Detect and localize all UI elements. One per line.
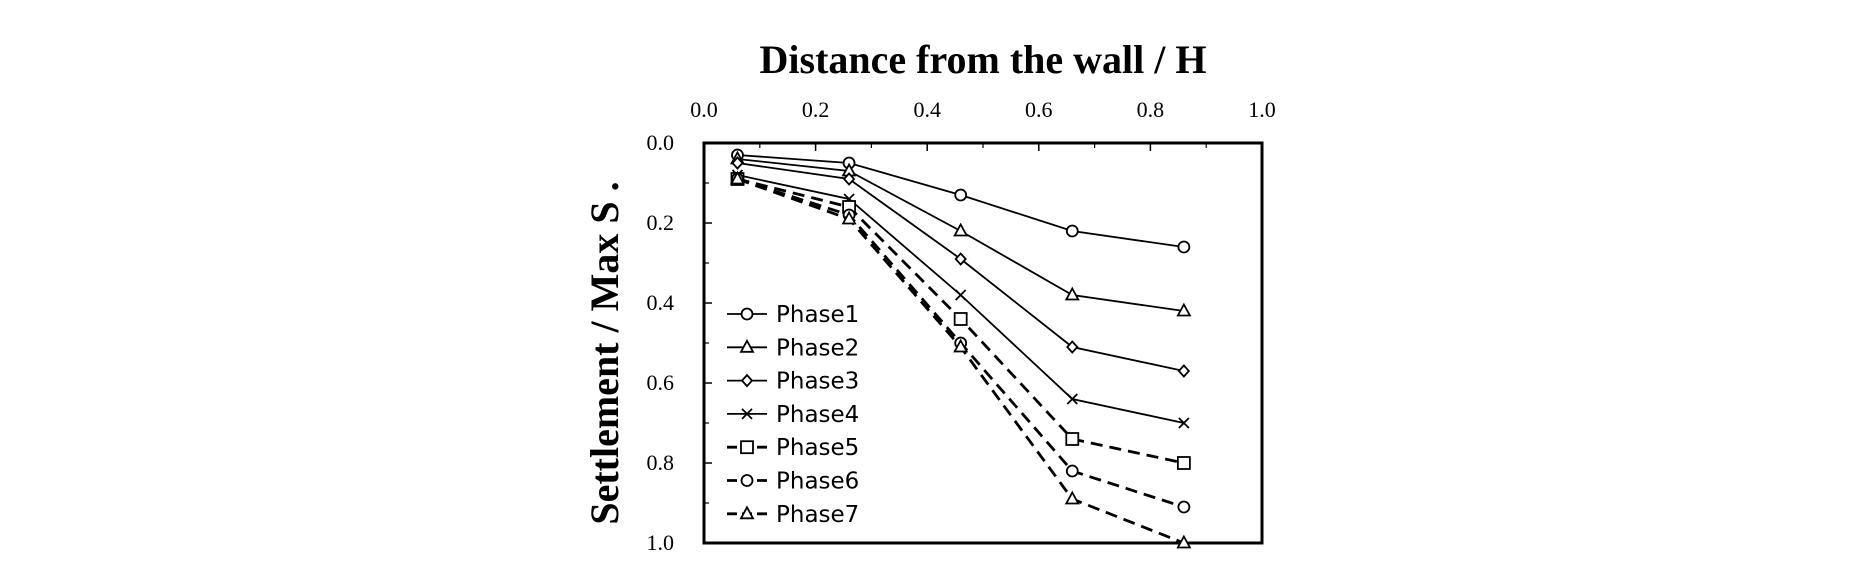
legend-entry: Phase2 (727, 335, 859, 361)
data-point (955, 289, 967, 301)
data-point (953, 338, 969, 353)
legend: Phase1 Phase2 Phase3 Phase4 Phase5 Phase6 Phas… (727, 302, 859, 528)
data-point (1066, 340, 1079, 354)
data-point (1064, 490, 1080, 505)
legend-label: Phase1 (776, 302, 859, 328)
data-point (954, 252, 967, 266)
legend-label: Phase3 (776, 369, 859, 395)
data-point (1177, 240, 1191, 254)
legend-marker (739, 505, 755, 520)
data-point (1064, 286, 1080, 301)
data-point (953, 312, 968, 326)
data-point (1176, 456, 1191, 470)
data-point (731, 156, 744, 170)
legend-marker (740, 307, 754, 321)
series-phase3 (731, 156, 1191, 378)
series-phase7 (729, 170, 1192, 549)
x-axis-title: Distance from the wall / H (760, 37, 1207, 82)
legend-marker (740, 474, 754, 487)
legend-marker (741, 408, 753, 420)
data-point (841, 210, 857, 225)
data-point (1177, 364, 1191, 378)
legend-marker (739, 338, 755, 353)
series-layer (729, 148, 1192, 549)
legend-label: Phase7 (776, 502, 859, 528)
data-point (842, 172, 856, 186)
legend-label: Phase5 (776, 435, 859, 461)
x-tick-label: 0.2 (802, 97, 830, 122)
axes-layer: 0.0 0.2 0.4 0.6 0.8 1.0 0.0 0.2 0.4 0.6 0.8 1.0 (647, 97, 1276, 555)
y-tick-label: 0.2 (647, 210, 675, 235)
legend-marker (740, 440, 754, 455)
data-point (1177, 500, 1191, 514)
legend-label: Phase2 (776, 335, 859, 361)
data-point (1176, 302, 1192, 317)
y-tick-label: 0.4 (647, 290, 675, 315)
y-tick-label: 0.6 (647, 370, 675, 395)
x-tick-label: 0.0 (690, 97, 718, 122)
data-point (1065, 464, 1079, 478)
data-point (1065, 432, 1080, 446)
y-axis-title: Settlement / Max S . (582, 181, 627, 524)
y-tick-label: 0.8 (647, 450, 675, 475)
data-point (953, 222, 969, 237)
legend-entry: Phase3 (727, 369, 859, 395)
legend-entry: Phase4 (727, 402, 859, 428)
legend-entry: Phase5 (727, 435, 859, 461)
data-point (729, 170, 745, 185)
x-tick-label: 1.0 (1248, 97, 1276, 122)
data-point (1176, 534, 1192, 549)
x-tick-label: 0.6 (1025, 97, 1053, 122)
series-phase2 (729, 150, 1192, 317)
legend-entry: Phase1 (727, 302, 859, 328)
series-phase5 (730, 172, 1191, 470)
data-point (954, 188, 968, 202)
x-tick-label: 0.8 (1137, 97, 1165, 122)
legend-entry: Phase7 (727, 502, 859, 528)
data-point (1178, 417, 1190, 429)
data-point (1065, 224, 1079, 238)
data-point (1066, 393, 1078, 405)
y-tick-label: 0.0 (647, 130, 675, 155)
legend-label: Phase6 (776, 469, 859, 495)
series-phase1 (731, 148, 1191, 254)
y-tick-label: 1.0 (647, 530, 675, 555)
legend-marker (740, 373, 754, 388)
legend-label: Phase4 (776, 402, 859, 428)
x-tick-label: 0.4 (913, 97, 941, 122)
legend-entry: Phase6 (727, 469, 859, 495)
